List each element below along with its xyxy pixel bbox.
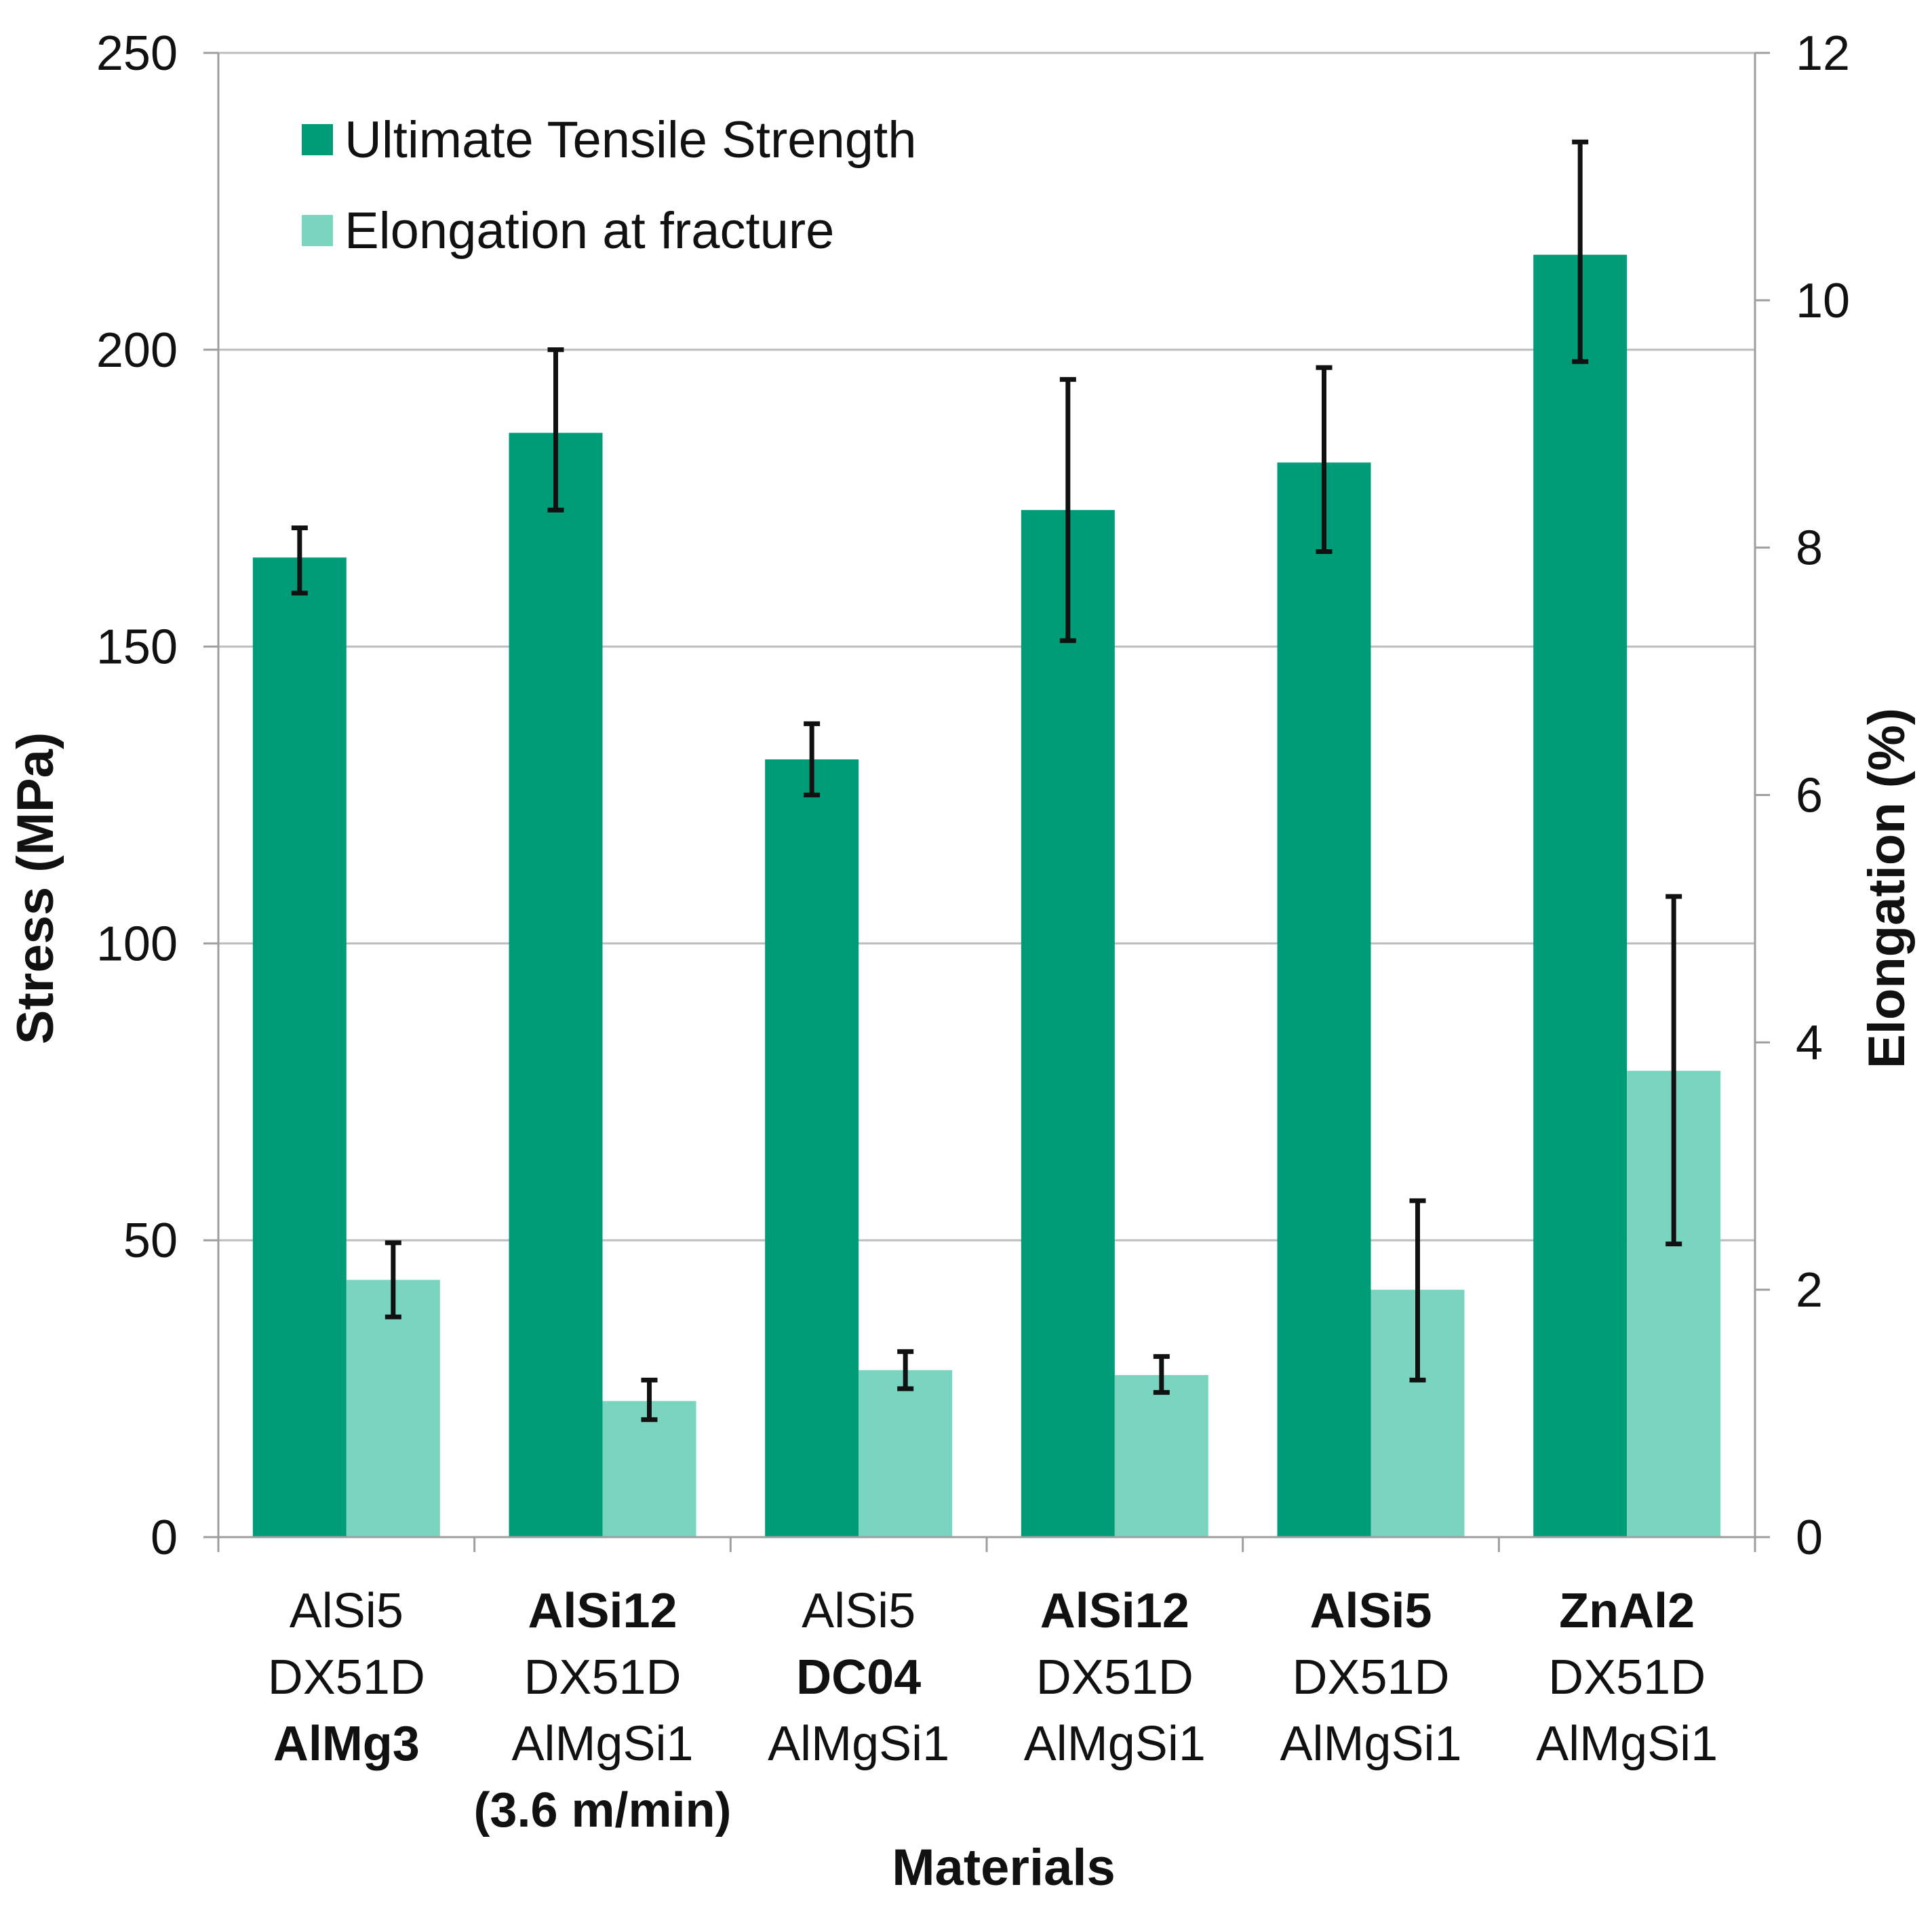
y2-tick-label: 6 bbox=[1796, 769, 1823, 823]
category-label-line: AlMgSi1 bbox=[1024, 1717, 1206, 1771]
category-label-line: AlSi5 bbox=[290, 1584, 403, 1638]
bar-elongation bbox=[346, 1279, 440, 1537]
bar-uts bbox=[252, 557, 347, 1537]
category-label-line: AlMg3 bbox=[273, 1717, 420, 1771]
category-label-line: AlMgSi1 bbox=[1536, 1717, 1718, 1771]
category-labels: AlSi5 DX51D AlMg3 AlSi12 DX51D AlMgSi1 (3.6 m/… bbox=[268, 1584, 1718, 1837]
category-label-line: AlSi12 bbox=[528, 1584, 677, 1638]
bar-uts bbox=[1277, 462, 1371, 1537]
y-axis-title: Stress (MPa) bbox=[7, 732, 64, 1044]
bars bbox=[252, 254, 1721, 1538]
category-label-line: AlSi5 bbox=[1309, 1584, 1432, 1638]
category-label-line: (3.6 m/min) bbox=[473, 1783, 731, 1837]
category-label-line: AlMgSi1 bbox=[1280, 1717, 1461, 1771]
y-tick-label: 0 bbox=[151, 1511, 178, 1565]
category-label-line: AlSi12 bbox=[1040, 1584, 1189, 1638]
y-tick-label: 250 bbox=[96, 26, 178, 81]
category-label-line: DC04 bbox=[796, 1650, 921, 1705]
legend-swatch-elongation bbox=[302, 215, 333, 246]
category-label-line: ZnAl2 bbox=[1559, 1584, 1695, 1638]
bar-elongation bbox=[602, 1401, 696, 1537]
y2-tick-label: 8 bbox=[1796, 521, 1823, 576]
y-tick-label: 100 bbox=[96, 917, 178, 971]
y2-tick-label: 4 bbox=[1796, 1016, 1823, 1070]
category-label-line: AlMgSi1 bbox=[511, 1717, 693, 1771]
y2-tick-label: 0 bbox=[1796, 1511, 1823, 1565]
category-label-line: DX51D bbox=[524, 1650, 681, 1705]
legend-label-elongation: Elongation at fracture bbox=[344, 202, 834, 260]
category-label-line: AlSi5 bbox=[802, 1584, 915, 1638]
axes bbox=[203, 52, 1770, 1552]
legend-label-uts: Ultimate Tensile Strength bbox=[344, 111, 916, 169]
y2-tick-label: 10 bbox=[1796, 274, 1850, 328]
gridlines bbox=[218, 52, 1755, 1241]
bar-elongation bbox=[1114, 1375, 1208, 1537]
error-bars bbox=[291, 139, 1682, 1423]
category-label-line: AlMgSi1 bbox=[768, 1717, 949, 1771]
legend-swatch-uts bbox=[302, 124, 333, 155]
tick-labels: 0 50 100 150 200 250 0 2 4 6 8 10 12 bbox=[96, 26, 1850, 1565]
bar-elongation bbox=[859, 1370, 953, 1537]
bar-uts bbox=[509, 433, 603, 1537]
category-label-line: DX51D bbox=[268, 1650, 425, 1705]
bar-uts bbox=[1533, 254, 1628, 1538]
bar-uts bbox=[765, 759, 859, 1537]
y-tick-label: 200 bbox=[96, 323, 178, 378]
legend: Ultimate Tensile Strength Elongation at … bbox=[302, 111, 916, 260]
x-axis-title: Materials bbox=[892, 1839, 1116, 1896]
y2-tick-label: 2 bbox=[1796, 1263, 1823, 1317]
y2-axis-title: Elongation (%) bbox=[1858, 708, 1916, 1069]
y-tick-label: 50 bbox=[123, 1214, 178, 1268]
y-tick-label: 150 bbox=[96, 620, 178, 675]
bar-uts bbox=[1021, 510, 1115, 1538]
category-label-line: DX51D bbox=[1292, 1650, 1449, 1705]
category-label-line: DX51D bbox=[1548, 1650, 1706, 1705]
category-label-line: DX51D bbox=[1036, 1650, 1194, 1705]
y2-tick-label: 12 bbox=[1796, 26, 1850, 81]
